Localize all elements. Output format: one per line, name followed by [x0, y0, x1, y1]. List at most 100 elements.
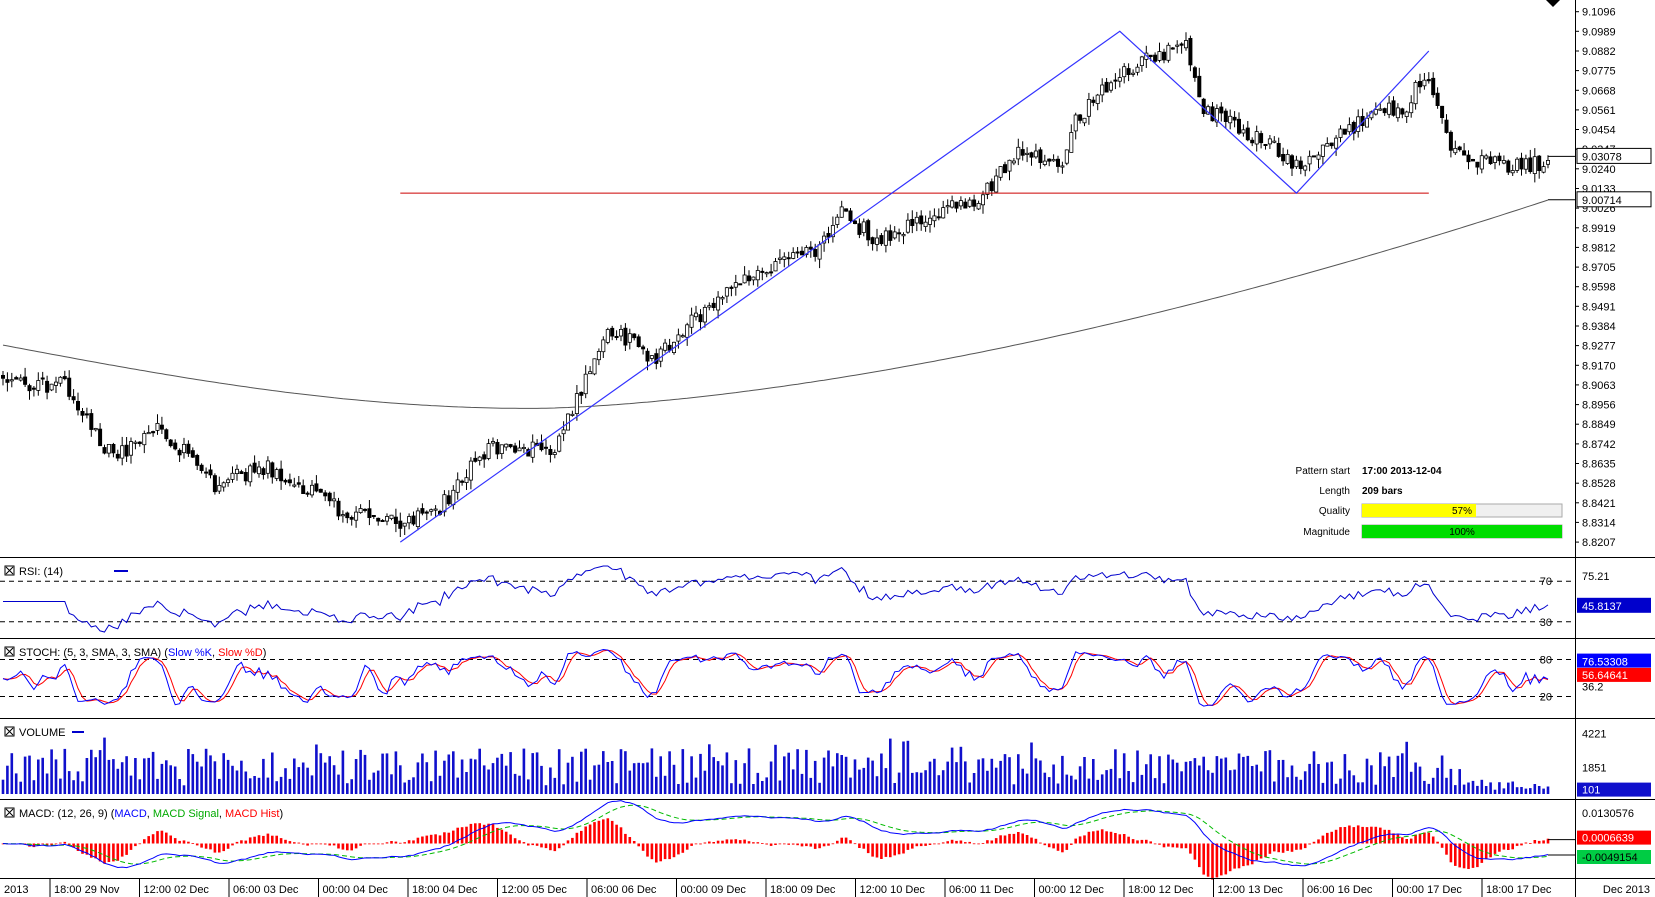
volume-bar	[928, 761, 932, 794]
price-tick-label: 8.9598	[1582, 282, 1616, 294]
candle-body	[151, 431, 156, 434]
candle-body	[817, 244, 822, 260]
rsi-title: RSI: (14)	[19, 566, 63, 578]
volume-bar	[412, 777, 415, 794]
macd-hist-bar	[968, 841, 971, 844]
candle-body	[212, 475, 217, 493]
stoch-level-label: 80	[1540, 655, 1552, 667]
candle-body	[305, 492, 310, 495]
macd-hist-bar	[54, 843, 58, 845]
volume-bar	[1343, 754, 1347, 794]
volume-bar	[831, 766, 835, 794]
macd-hist-bar	[1074, 838, 1077, 844]
volume-bar	[1299, 779, 1303, 794]
volume-bar	[999, 760, 1002, 794]
candle-body	[1307, 155, 1312, 165]
macd-hist-bar	[1507, 843, 1510, 850]
volume-bar	[919, 772, 923, 794]
candle-body	[1285, 153, 1290, 164]
volume-bar	[59, 778, 62, 794]
volume-bar	[672, 764, 676, 794]
time-tick-label: 2013	[4, 884, 28, 896]
macd-hist-bar	[1476, 843, 1479, 868]
macd-hist-bar	[173, 838, 177, 844]
candle-body	[155, 422, 160, 431]
candle-body	[14, 377, 19, 380]
volume-bar	[474, 759, 477, 794]
volume-bar	[1189, 761, 1192, 794]
pattern-zigzag	[399, 30, 1430, 543]
volume-bar	[1445, 777, 1448, 794]
volume-bar	[1326, 762, 1329, 794]
macd-hist-bar	[1303, 843, 1307, 849]
macd-hist-bar	[271, 835, 274, 844]
volume-bar	[1228, 770, 1232, 794]
macd-hist-bar	[319, 843, 323, 845]
volume-bar	[774, 744, 777, 794]
volume-bar	[182, 785, 186, 794]
candle-body	[1466, 154, 1471, 163]
candle-body	[574, 393, 579, 415]
candle-body	[36, 380, 41, 391]
macd-hist-bar	[1546, 838, 1550, 844]
volume-bar	[738, 783, 742, 794]
pattern-start-value: 17:00 2013-12-04	[1362, 466, 1442, 477]
volume-bar	[1167, 754, 1170, 794]
volume-bar	[1440, 755, 1444, 794]
candle-body	[411, 515, 416, 525]
macd-hist-bar	[809, 843, 813, 847]
volume-bar	[1409, 771, 1413, 794]
volume-bar	[1017, 754, 1020, 794]
volume-bar	[1224, 757, 1228, 794]
macd-hist-bar	[1414, 834, 1417, 844]
macd-hist-bar	[853, 843, 857, 845]
candle-body	[177, 449, 182, 456]
candle-body	[548, 448, 553, 455]
volume-bar	[248, 778, 252, 794]
volume-bar	[293, 758, 296, 794]
candle-body	[1356, 116, 1361, 132]
macd-hist-bar	[1008, 833, 1011, 844]
time-tick-label: 06:00 06 Dec	[591, 884, 657, 896]
scroll-arrow-icon[interactable]	[1546, 0, 1560, 7]
volume-bar	[743, 763, 746, 794]
candle-body	[146, 432, 151, 435]
magnitude-bar-fill	[1362, 525, 1562, 538]
macd-hist-bar	[836, 840, 839, 844]
candle-body	[31, 387, 36, 390]
volume-bar	[1401, 753, 1404, 794]
macd-hist-bar	[1471, 843, 1475, 868]
rsi-panel: RSI: (14) 70 30 75.21 45.8137	[0, 565, 1651, 633]
price-tick-label: 9.0775	[1582, 66, 1616, 78]
candle-body	[1109, 82, 1114, 91]
macd-hist-bar	[659, 843, 662, 862]
candle-body	[848, 210, 853, 221]
macd-hist-bar	[1242, 843, 1245, 867]
volume-bar	[1370, 765, 1373, 794]
volume-bar	[1431, 777, 1435, 794]
volume-bar	[482, 765, 486, 794]
macd-hist-bar	[955, 840, 958, 844]
price-tick-label: 8.9384	[1582, 321, 1616, 333]
candle-body	[106, 443, 111, 454]
price-panel: 9.1096 9.0989 9.0882 9.0775 9.0668 9.0561 9.04…	[0, 0, 1652, 549]
candle-body	[1484, 155, 1489, 159]
volume-bar	[1105, 770, 1108, 794]
candle-body	[1387, 102, 1392, 115]
candle-body	[791, 252, 796, 259]
volume-bar	[1511, 781, 1514, 794]
macd-hist-bar	[1100, 829, 1104, 844]
magnitude-label: Magnitude	[1303, 527, 1350, 538]
macd-hist-bar	[1180, 843, 1183, 849]
candle-body	[1060, 165, 1065, 168]
volume-bar	[1034, 758, 1038, 794]
candle-body	[371, 515, 376, 518]
rsi-path	[3, 565, 1549, 633]
rsi-level-label: 30	[1540, 617, 1552, 629]
volume-bar	[535, 752, 539, 794]
candle-body	[552, 452, 557, 455]
macd-hist-bar	[765, 843, 768, 845]
macd-hist-bar	[1498, 843, 1501, 852]
macd-hist-bar	[262, 835, 265, 844]
volume-bar	[650, 748, 654, 794]
